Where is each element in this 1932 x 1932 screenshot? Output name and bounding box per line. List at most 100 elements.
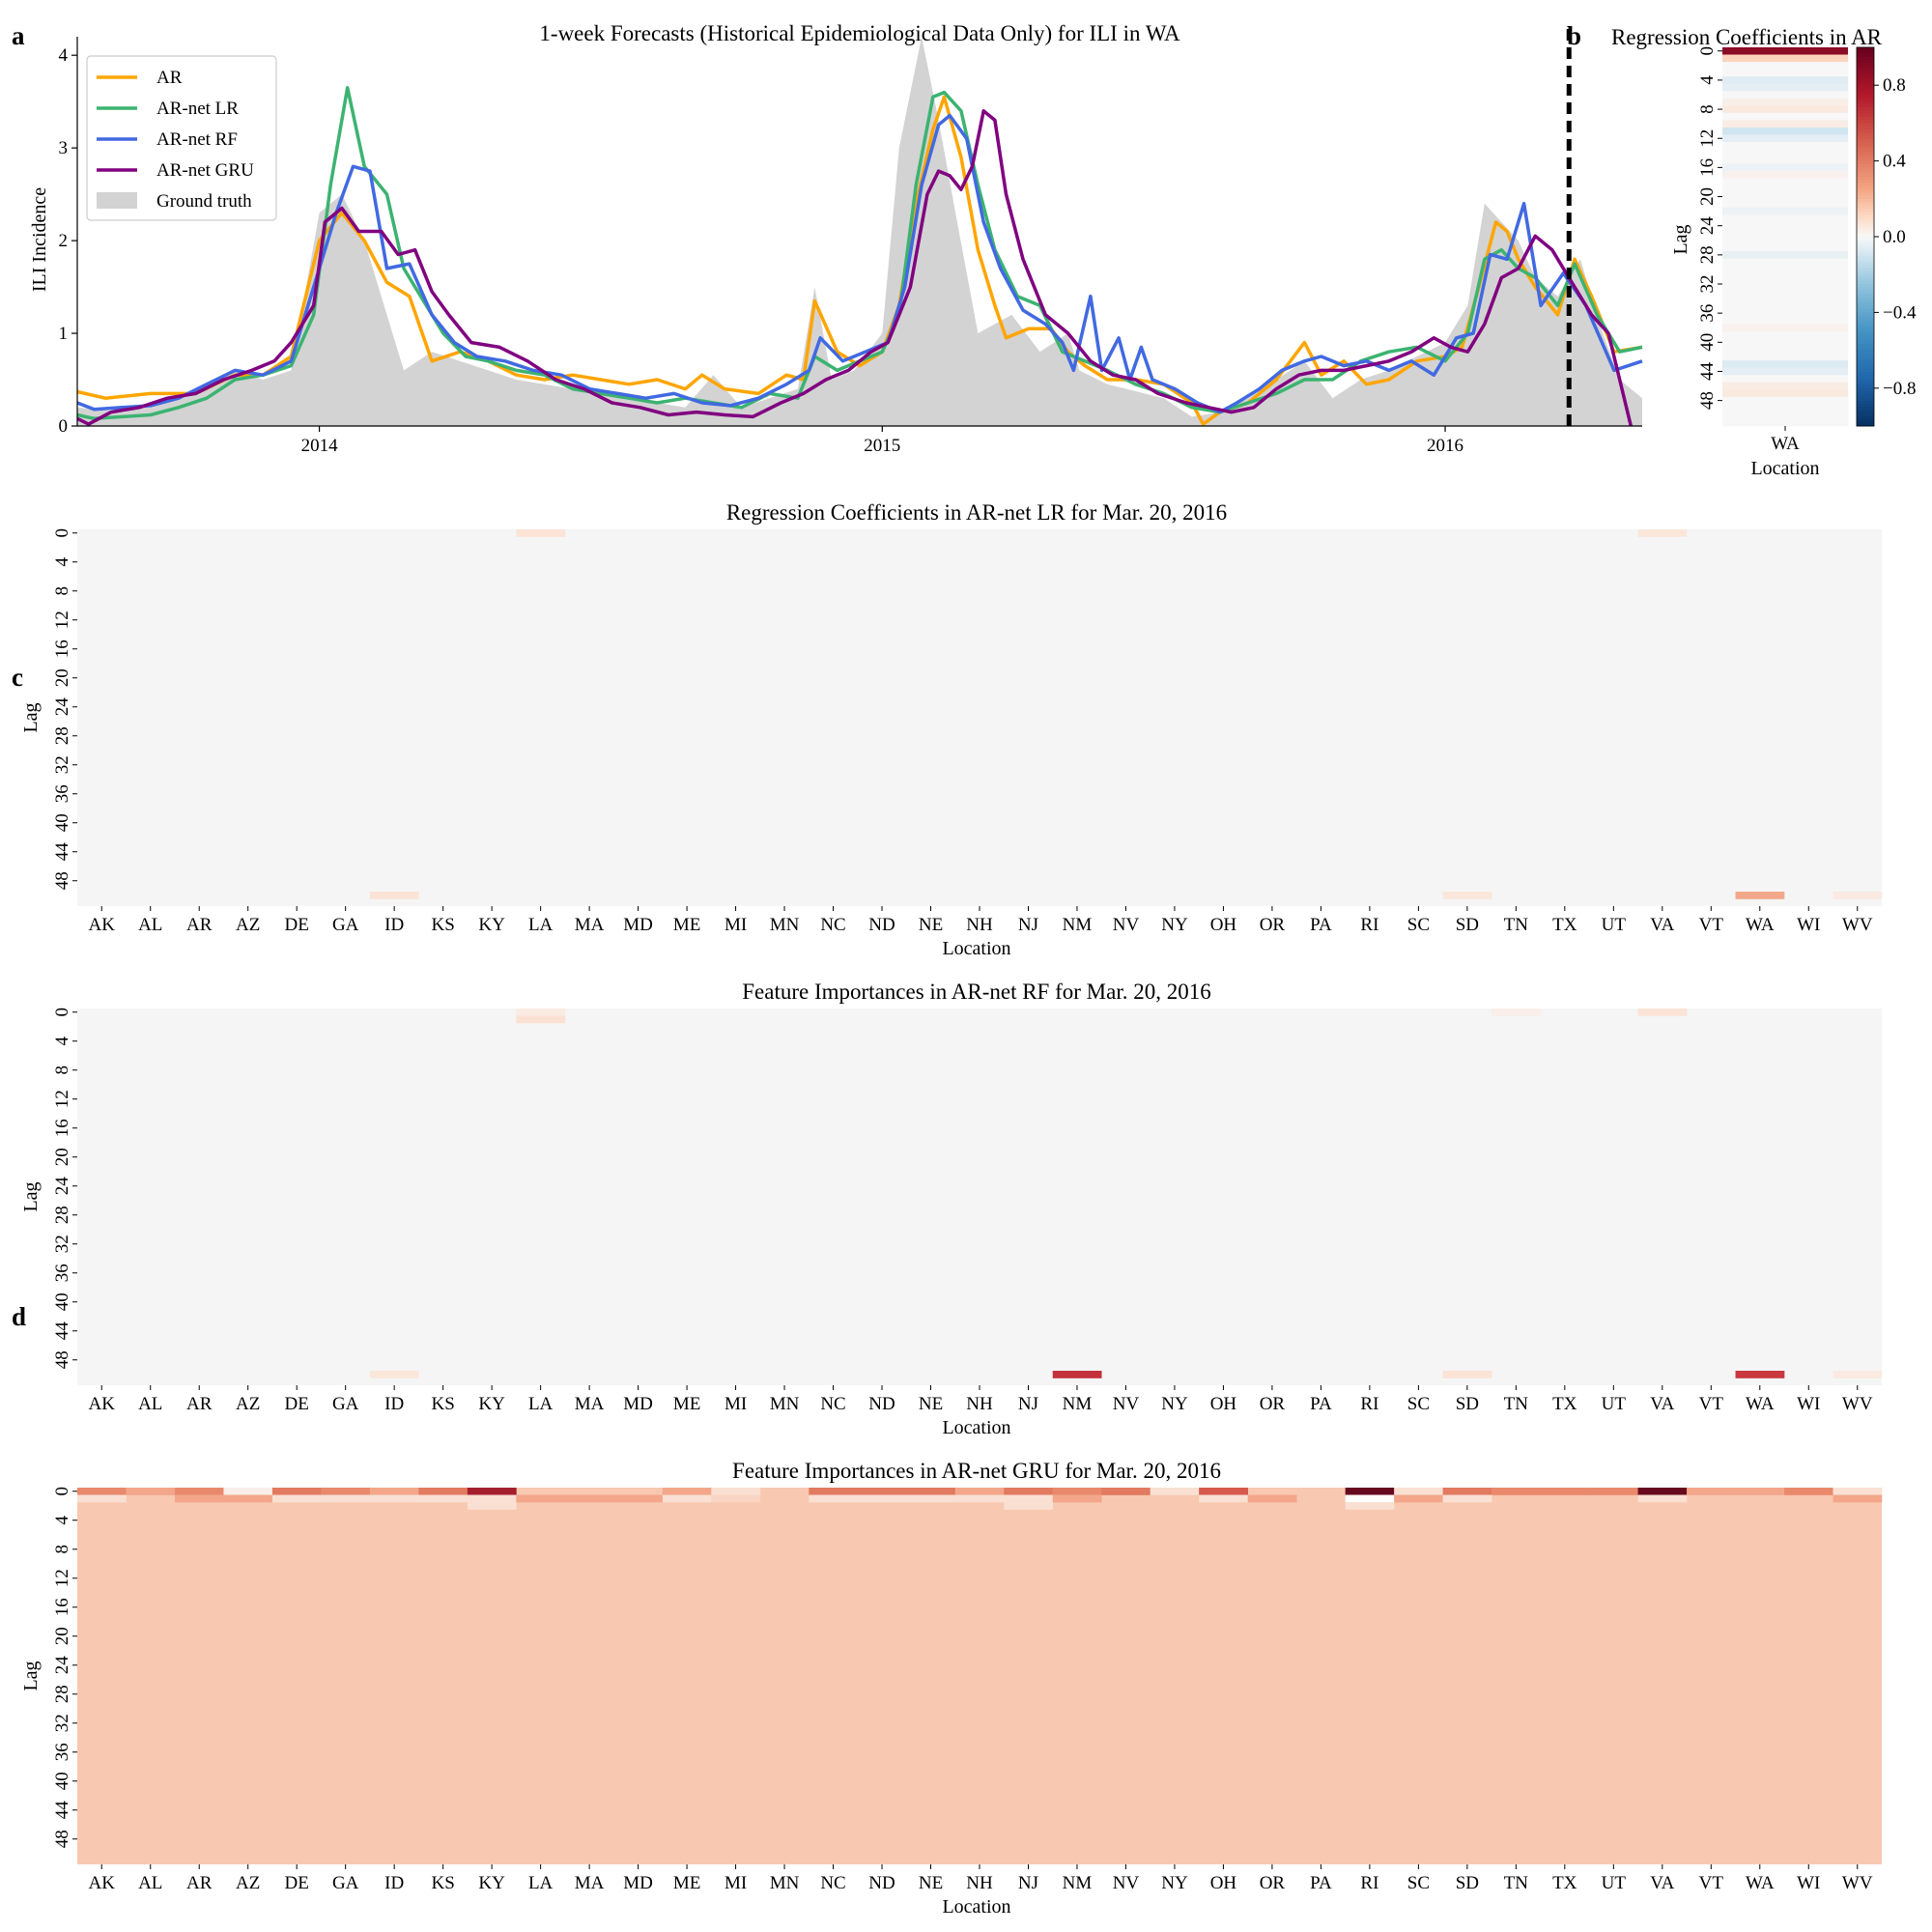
location-tick-label: WI <box>1797 1873 1820 1893</box>
location-tick-label: ME <box>673 1394 701 1414</box>
location-tick-label: GA <box>332 915 359 935</box>
chart-c-ylabel: Lag <box>20 702 42 732</box>
heatmap-b-cell <box>1722 295 1848 303</box>
location-tick-label: AZ <box>236 915 260 935</box>
colorbar-segment <box>1857 419 1874 424</box>
colorbar-segment <box>1857 299 1874 303</box>
heatmap-cell <box>516 1015 566 1024</box>
lag-tick-label: 44 <box>52 1321 72 1341</box>
colorbar-segment <box>1857 214 1874 218</box>
colorbar-segment <box>1857 220 1874 225</box>
lag-tick-label: 16 <box>52 1598 72 1616</box>
location-tick-label: OH <box>1210 1394 1237 1414</box>
heatmap-cell <box>1004 1494 1054 1503</box>
colorbar-segment <box>1857 60 1874 64</box>
location-tick-label: VT <box>1699 1394 1724 1414</box>
colorbar-segment <box>1857 353 1874 357</box>
location-tick-label: NE <box>919 1394 943 1414</box>
heatmap-cell <box>809 1494 859 1503</box>
heatmap-cell <box>174 1488 224 1495</box>
colorbar-segment <box>1857 163 1874 168</box>
heatmap-b-cell <box>1722 272 1848 281</box>
lag-tick-label: 0 <box>52 528 72 538</box>
colorbar-segment <box>1857 384 1874 389</box>
heatmap-b-cell <box>1722 389 1848 398</box>
heatmap-b-cell <box>1722 127 1848 135</box>
location-tick-label: MA <box>575 1873 605 1893</box>
heatmap-e-cells <box>77 1488 1883 1864</box>
colorbar-segment <box>1857 369 1874 373</box>
location-tick-label: AK <box>89 1873 116 1893</box>
colorbar-tick-label: 0.4 <box>1883 152 1906 172</box>
heatmap-b-cell <box>1722 156 1848 164</box>
colorbar-segment <box>1857 331 1874 335</box>
lag-tick-label: 16 <box>52 1119 72 1137</box>
location-tick-label: OH <box>1210 1873 1237 1893</box>
lag-tick-label: 24 <box>52 1656 72 1675</box>
lag-tick-label: 24 <box>52 697 72 717</box>
lag-tick-label: 48 <box>52 871 72 890</box>
location-tick-label: GA <box>332 1394 359 1414</box>
colorbar-segment <box>1857 309 1874 313</box>
heatmap-cell <box>1492 1488 1541 1495</box>
heatmap-cell <box>906 1488 956 1495</box>
location-tick-label: NM <box>1063 1394 1093 1414</box>
colorbar-segment <box>1857 293 1874 298</box>
heatmap-cell <box>1442 1371 1492 1378</box>
ground-truth-area <box>77 37 1642 426</box>
heatmap-b-cell <box>1722 185 1848 194</box>
heatmap-background <box>77 1488 1882 1864</box>
colorbar-segment <box>1857 252 1874 256</box>
colorbar-segment <box>1857 387 1874 392</box>
location-tick-label: ID <box>384 1873 404 1893</box>
lag-tick-label: 32 <box>52 1235 72 1253</box>
lag-tick-label: 4 <box>52 1516 72 1525</box>
colorbar-segment <box>1857 107 1874 111</box>
location-tick-label: DE <box>285 1873 309 1893</box>
heatmap-cell <box>1784 1488 1833 1495</box>
panel-b-heatmap: Regression Coefficients in AR 0481216202… <box>1611 25 1917 479</box>
lag-tick-label: 32 <box>52 1714 72 1732</box>
heatmap-cell <box>1833 1488 1883 1495</box>
location-tick-label: WA <box>1746 1873 1775 1893</box>
location-tick-label: MN <box>770 1394 800 1414</box>
heatmap-cell <box>271 1494 322 1503</box>
colorbar-segment <box>1857 382 1874 385</box>
lag-tick-label: 0 <box>52 1487 72 1496</box>
lag-tick-label: 48 <box>52 1830 72 1848</box>
panel-letter-b: b <box>1567 21 1581 50</box>
legend-swatch-ground-truth <box>97 192 137 209</box>
location-tick-label: DE <box>285 1394 309 1414</box>
colorbar-segment <box>1857 337 1874 342</box>
colorbar-segment <box>1857 237 1874 241</box>
heatmap-b-cell <box>1722 309 1848 318</box>
location-tick-label: WV <box>1842 1873 1873 1893</box>
colorbar-segment <box>1857 410 1874 414</box>
colorbar-segment <box>1857 211 1874 215</box>
lag-tick-label: 20 <box>52 1627 72 1645</box>
location-tick-label: AZ <box>236 1394 260 1414</box>
heatmap-cell <box>954 1494 1005 1503</box>
heatmap-cell <box>467 1502 517 1510</box>
location-tick-label: OR <box>1260 915 1286 935</box>
lag-tick-label: 24 <box>52 1177 72 1196</box>
location-tick-label: MI <box>724 1873 747 1893</box>
heatmap-b-cell <box>1722 76 1848 84</box>
location-tick-label: TX <box>1552 1873 1577 1893</box>
heatmap-b-cell <box>1722 178 1848 186</box>
lag-tick-label: 40 <box>1697 333 1718 352</box>
colorbar-segment <box>1857 287 1874 291</box>
colorbar-segment <box>1857 265 1874 270</box>
location-tick-label: AZ <box>236 1873 260 1893</box>
colorbar-segment <box>1857 302 1874 307</box>
colorbar-segment <box>1857 75 1874 80</box>
location-tick-label: NJ <box>1018 915 1038 935</box>
heatmap-b-cell <box>1722 404 1848 412</box>
heatmap-cell <box>1637 1494 1688 1503</box>
colorbar-segment <box>1857 157 1874 161</box>
location-tick-label: KY <box>478 1873 505 1893</box>
heatmap-b-cell <box>1722 83 1848 92</box>
lag-tick-label: 48 <box>1697 391 1718 410</box>
chart-b-title: Regression Coefficients in AR <box>1611 25 1883 49</box>
colorbar-segment <box>1857 167 1874 171</box>
